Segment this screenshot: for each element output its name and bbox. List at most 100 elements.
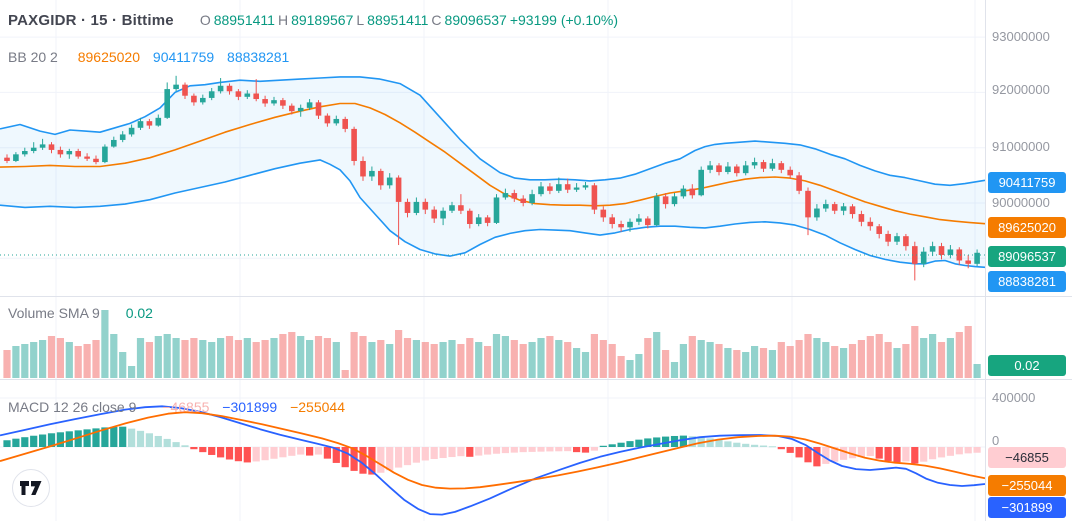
volume-bar: [573, 348, 581, 378]
volume-bar: [359, 336, 367, 378]
candle-body: [360, 160, 366, 177]
bb-basis-line: [0, 102, 986, 225]
macd-histogram-bar: [564, 447, 572, 452]
candle-body: [164, 89, 170, 118]
macd-histogram-bar: [751, 444, 759, 447]
volume-bar: [510, 340, 518, 378]
macd-histogram-bar: [208, 447, 216, 455]
macd-histogram-bar: [181, 445, 189, 447]
volume-bar: [831, 346, 839, 378]
volume-bar: [323, 338, 331, 378]
bb-upper-value: 90411759: [152, 49, 215, 65]
volume-indicator-title[interactable]: Volume SMA 9: [8, 305, 100, 321]
volume-bar: [395, 330, 403, 378]
candle-body: [894, 236, 900, 242]
volume-bar: [955, 332, 963, 378]
bb-upper-badge: 90411759: [988, 171, 1066, 193]
tradingview-logo[interactable]: [12, 469, 50, 507]
macd-histogram-bar: [475, 447, 483, 456]
candle-body: [137, 121, 144, 128]
macd-histogram-bar: [199, 447, 207, 453]
volume-bar: [297, 336, 305, 378]
last-price-badge: 89096537: [988, 245, 1066, 267]
volume-bar: [937, 342, 946, 378]
candle-body: [920, 251, 927, 264]
macd-legend: MACD 12 26 close 9 −46855 −301899 −25504…: [8, 399, 354, 415]
candle-body: [13, 154, 19, 161]
candle-body: [885, 233, 891, 242]
volume-bar: [706, 342, 714, 378]
volume-bar: [715, 344, 723, 378]
candle-body: [698, 169, 704, 196]
symbol-title[interactable]: PAXGIDR · 15 · Bittime: [8, 12, 174, 29]
candle-body: [787, 169, 793, 176]
volume-bar: [688, 336, 696, 378]
volume-bar: [653, 332, 661, 378]
volume-bar: [101, 310, 109, 378]
volume-bar: [21, 344, 29, 378]
macd-histogram-bar: [786, 447, 794, 453]
candle-body: [404, 201, 411, 213]
bb-indicator-title[interactable]: BB 20 2: [8, 49, 58, 65]
macd-indicator-title[interactable]: MACD 12 26 close 9: [8, 399, 137, 415]
volume-bar: [448, 340, 456, 378]
volume-bar: [56, 338, 64, 378]
candle-body: [796, 175, 802, 191]
macd-histogram-bar: [822, 447, 830, 464]
open-value: 88951411: [213, 12, 275, 28]
macd-histogram-bar: [644, 438, 652, 447]
macd-histogram-bar: [101, 427, 109, 447]
volume-bar: [181, 340, 189, 378]
macd-histogram-bar: [813, 447, 821, 467]
candle-body: [4, 157, 10, 161]
macd-histogram-bar: [119, 426, 127, 447]
volume-bar: [840, 348, 848, 378]
candle-body: [102, 146, 108, 163]
macd-histogram-bar: [110, 426, 118, 447]
macd-histogram-bar: [395, 447, 403, 468]
volume-bar: [350, 332, 358, 378]
candle-body: [716, 165, 722, 173]
macd-histogram-bar: [341, 447, 349, 468]
candle-body: [734, 166, 740, 174]
macd-histogram-bar: [955, 447, 963, 455]
volume-bar: [662, 350, 670, 378]
close-value: 89096537: [444, 12, 507, 28]
candle-body: [564, 184, 571, 190]
macd-histogram-bar: [804, 447, 812, 463]
candle-body: [440, 210, 446, 219]
candle-body: [547, 186, 553, 191]
candle-body: [778, 163, 785, 170]
macd-histogram-bar: [902, 447, 910, 462]
macd-histogram-bar: [439, 447, 447, 459]
volume-value-badge: 0.02: [988, 354, 1066, 376]
candle-body: [431, 209, 437, 219]
volume-bar: [403, 338, 412, 378]
volume-bar: [902, 344, 910, 378]
volume-bar: [30, 342, 38, 378]
volume-bar: [457, 344, 465, 378]
candle-body: [173, 84, 179, 90]
volume-bar: [822, 342, 830, 378]
macd-histogram-bar: [306, 447, 314, 456]
candle-body: [965, 260, 971, 264]
candle-body: [493, 197, 500, 223]
macd-histogram-bar: [350, 447, 358, 471]
candle-body: [636, 218, 642, 222]
macd-histogram-bar: [777, 447, 785, 450]
candle-body: [938, 246, 945, 255]
macd-histogram-bar: [875, 447, 883, 459]
candle-body: [751, 162, 758, 166]
volume-bar: [190, 338, 198, 378]
macd-histogram-bar: [706, 438, 714, 447]
macd-histogram-bar: [448, 447, 456, 458]
macd-histogram-bar: [288, 447, 296, 456]
candle-body: [956, 249, 963, 261]
candle-body: [760, 162, 767, 169]
volume-bar: [564, 342, 572, 378]
candle-body: [814, 208, 820, 218]
macd-histogram-bar: [3, 440, 11, 447]
volume-bar: [768, 350, 776, 378]
macd-histogram-bar: [234, 447, 242, 462]
